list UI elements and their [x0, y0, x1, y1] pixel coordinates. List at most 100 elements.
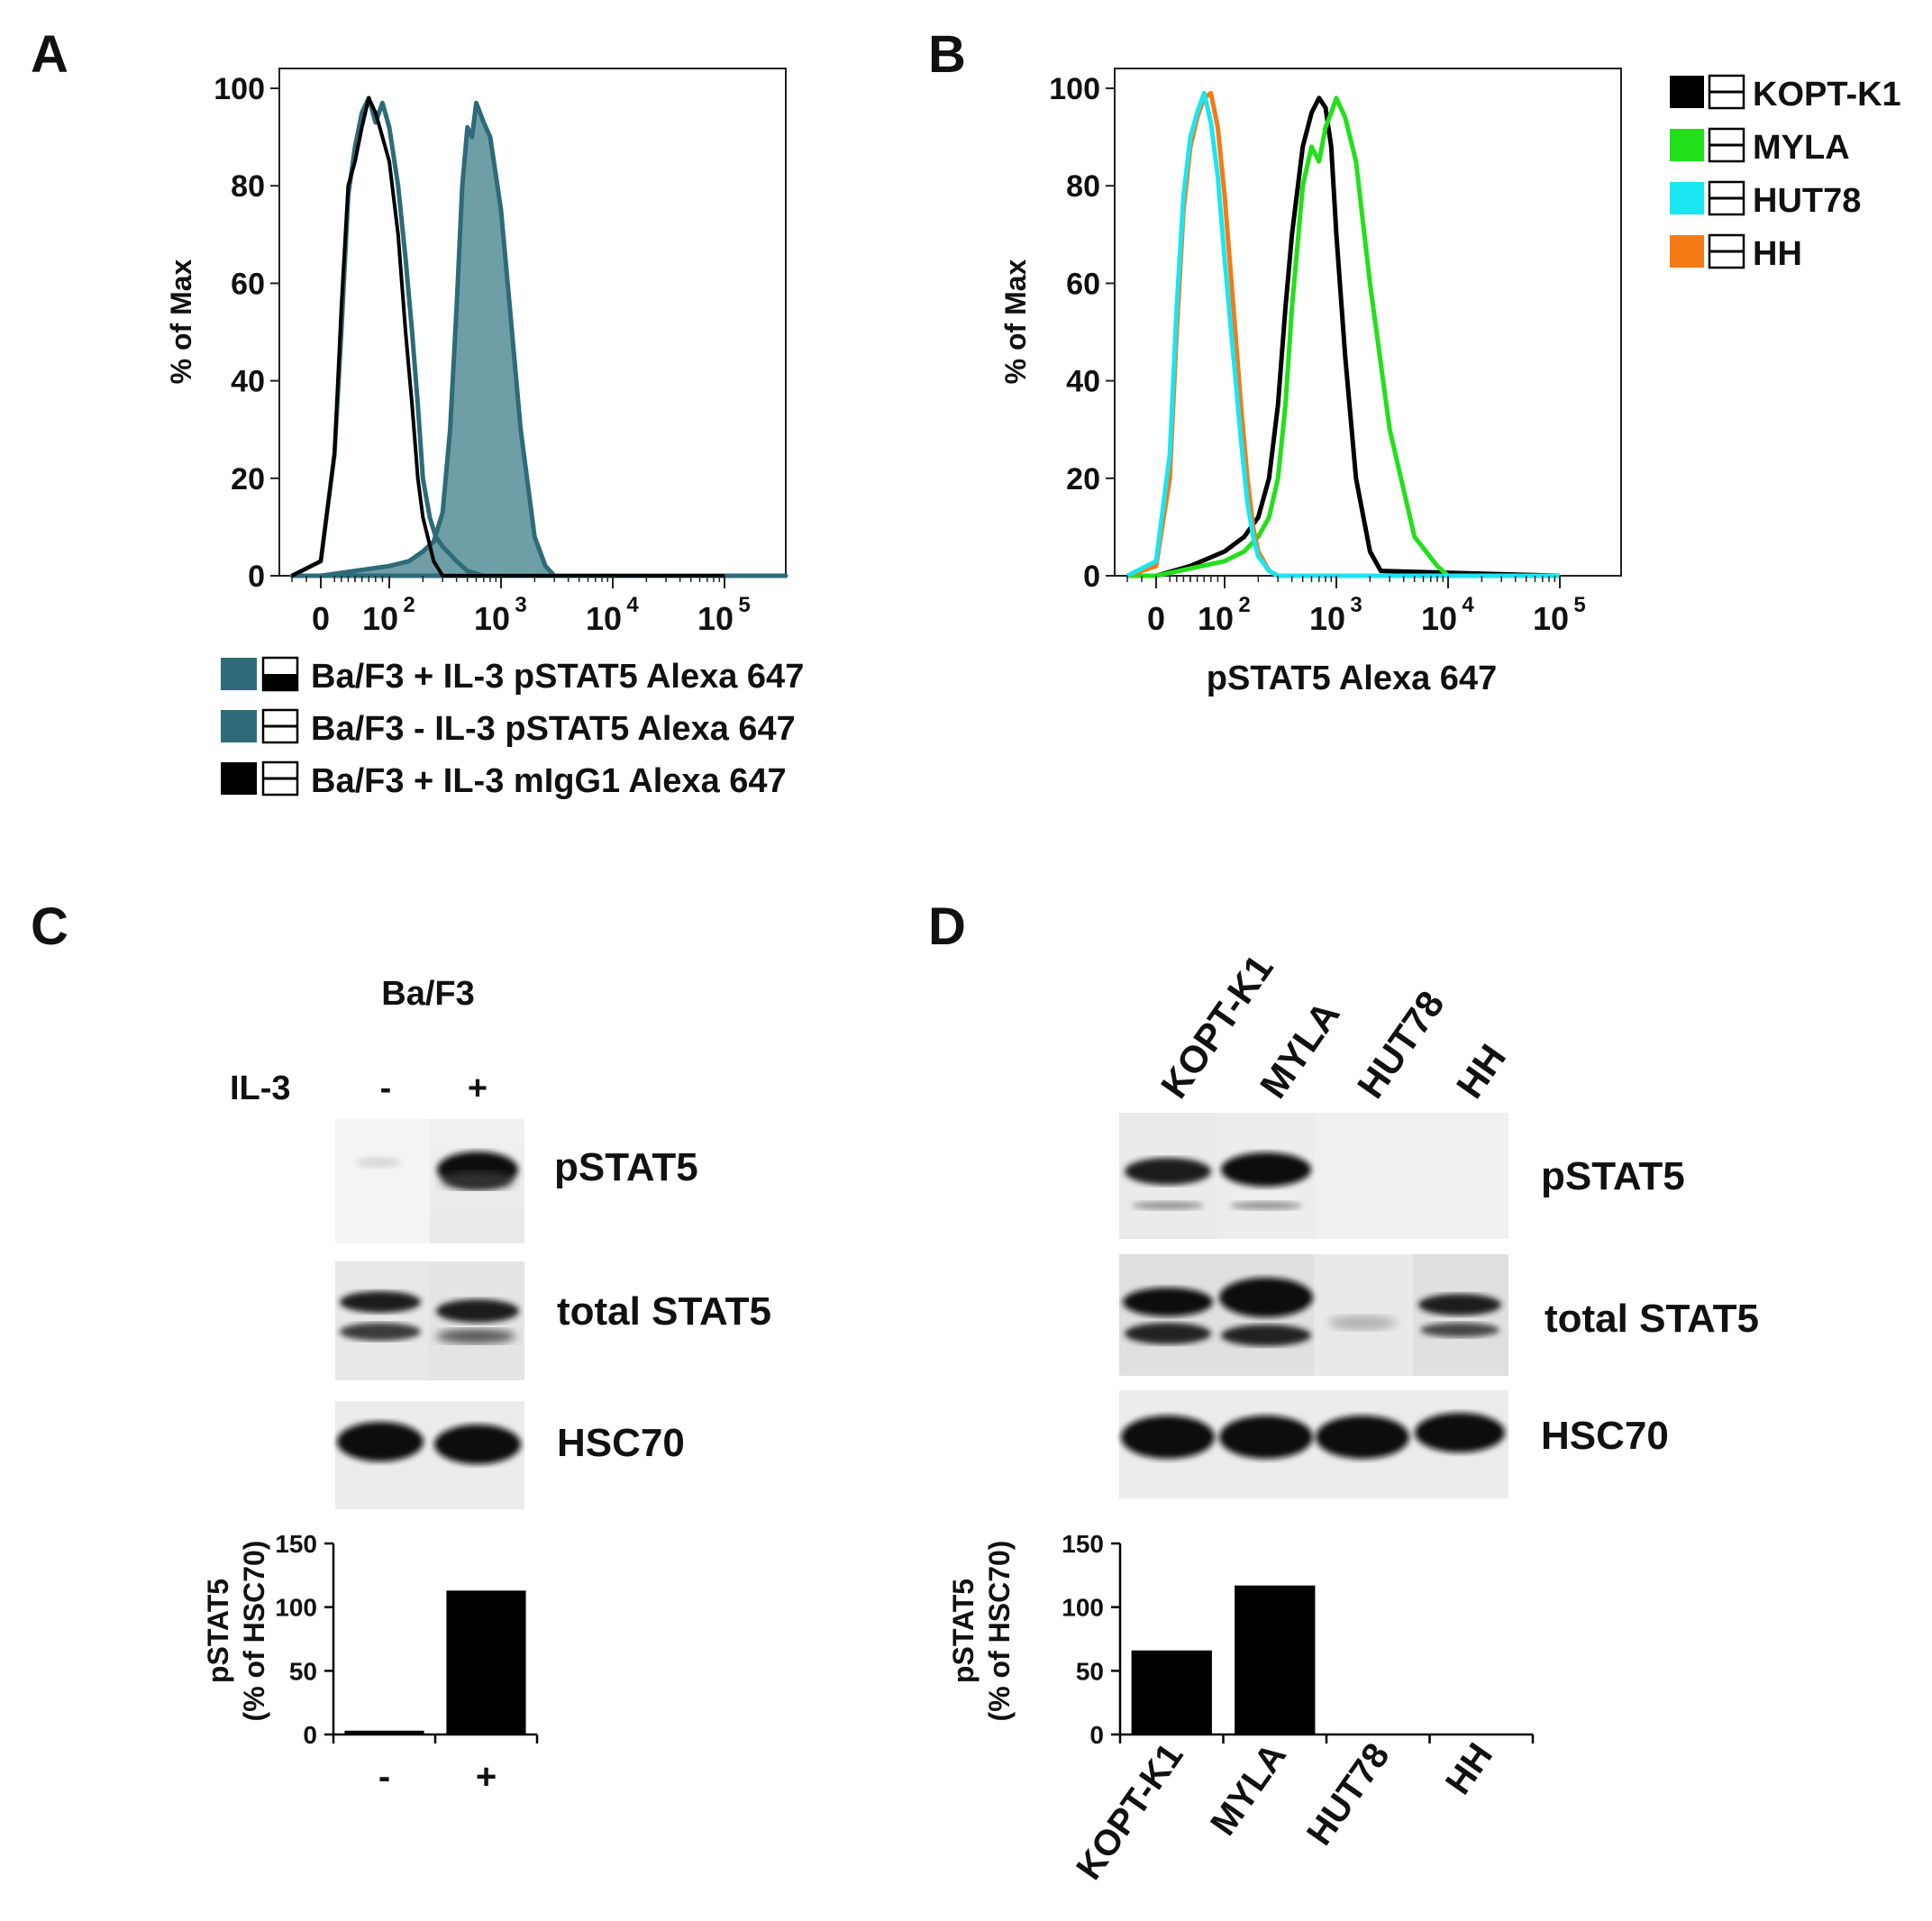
legend-a-item-0: Ba/F3 + IL-3 pSTAT5 Alexa 647	[221, 656, 804, 696]
legend-b-swatch-1	[1670, 129, 1704, 161]
blot-label-c-2: HSC70	[557, 1421, 685, 1465]
ytick-label-b-4: 80	[1066, 169, 1100, 204]
ytick-label-d-0: 0	[1089, 1721, 1104, 1749]
legend-a-item-2: Ba/F3 + IL-3 mIgG1 Alexa 647	[221, 760, 787, 800]
x-axis-a: 0 10 2 10 3 10 4 10 5	[291, 576, 751, 637]
series-b-hut78	[1125, 90, 1560, 578]
bar-c-1	[446, 1590, 526, 1734]
bars-d	[1131, 1585, 1316, 1734]
ylabel-b: % of Max	[999, 259, 1032, 384]
blot-label-d-0: pSTAT5	[1541, 1154, 1685, 1198]
legend-b-item-kopt-k1: KOPT-K1	[1670, 74, 1901, 114]
blot-c-hsc70	[335, 1401, 524, 1509]
ytick-label-a-0: 0	[248, 560, 265, 594]
xtick-exp-a-3: 4	[626, 593, 639, 617]
bar-label-d-3: HH	[1438, 1736, 1500, 1802]
xtick-exp-a-1: 2	[403, 593, 415, 617]
bar-c-0	[344, 1730, 424, 1734]
bar-chart-d: KOPT-K1 MYLA HUT78 HH 0 50 100 150 pSTAT5 (% of…	[947, 1530, 1535, 1887]
legend-a-item-1: Ba/F3 - IL-3 pSTAT5 Alexa 647	[221, 708, 796, 748]
xlabel-b: pSTAT5 Alexa 647	[1207, 660, 1497, 697]
panel-label-d: D	[928, 897, 966, 956]
ylabel-a: % of Max	[165, 259, 197, 384]
bar-label-c-1: +	[476, 1757, 497, 1797]
xtick-exp-a-2: 3	[515, 593, 526, 617]
ytick-label-b-2: 40	[1066, 365, 1100, 399]
blot-c-total-stat5	[335, 1261, 524, 1380]
series-a-il3-migg1	[291, 96, 724, 578]
lane-label-d-2: HUT78	[1349, 983, 1453, 1106]
legend-a-swatch-2	[221, 762, 257, 795]
blot-label-d-1: total STAT5	[1545, 1297, 1759, 1341]
ytick-label-b-0: 0	[1083, 560, 1100, 594]
lane-label-c-1: +	[468, 1070, 488, 1107]
xtick-exp-b-3: 4	[1462, 593, 1474, 617]
legend-b-label-2: HUT78	[1753, 182, 1861, 220]
blot-label-c-0: pSTAT5	[554, 1145, 698, 1189]
legend-b-item-myla: MYLA	[1670, 127, 1850, 167]
xtick-exp-b-2: 3	[1350, 593, 1362, 617]
xtick-exp-a-4: 5	[738, 593, 750, 617]
bar-label-d-2: HUT78	[1299, 1736, 1398, 1853]
bars-c	[344, 1590, 526, 1734]
legend-a-style-fill-0	[263, 674, 297, 690]
axes-c: - +0 50 100 150	[275, 1530, 539, 1797]
legend-a: Ba/F3 + IL-3 pSTAT5 Alexa 647 Ba/F3 - IL…	[221, 656, 804, 800]
xtick-exp-b-4: 5	[1573, 593, 1585, 617]
lane-label-d-1: MYLA	[1252, 994, 1348, 1106]
lane-label-d-3: HH	[1448, 1037, 1514, 1106]
xtick-label-a-1: 10	[362, 600, 398, 637]
ylabel-c-line-0: pSTAT5	[202, 1579, 234, 1683]
bar-chart-c: - +0 50 100 150 pSTAT5 (% of HSC70)	[202, 1530, 539, 1797]
bar-label-d-1: MYLA	[1203, 1736, 1294, 1843]
ytick-label-c-0: 0	[303, 1721, 317, 1749]
ytick-label-a-5: 100	[214, 72, 265, 106]
xtick-label-b-1: 10	[1198, 600, 1234, 637]
bar-label-d-0: KOPT-K1	[1069, 1736, 1190, 1887]
bar-d-1	[1235, 1585, 1316, 1734]
xtick-label-b-2: 10	[1309, 600, 1345, 637]
series-a-ilp3-pstat5-filled	[289, 100, 788, 578]
blot-d-total-stat5	[1119, 1254, 1508, 1376]
blot-d-pstat5	[1119, 1113, 1508, 1239]
legend-b-item-hut78: HUT78	[1670, 180, 1861, 220]
bar-label-c-0: -	[378, 1757, 390, 1797]
ytick-label-a-2: 40	[231, 365, 265, 399]
lane-label-c-0: -	[380, 1070, 392, 1107]
xtick-label-a-3: 10	[586, 600, 622, 637]
ylabel-d-line-1: (% of HSC70)	[983, 1541, 1016, 1722]
legend-a-label-0: Ba/F3 + IL-3 pSTAT5 Alexa 647	[311, 658, 804, 696]
blot-d-hsc70	[1119, 1390, 1508, 1498]
legend-a-label-2: Ba/F3 + IL-3 mIgG1 Alexa 647	[311, 762, 787, 800]
xtick-label-a-4: 10	[697, 600, 734, 637]
xtick-exp-b-1: 2	[1238, 593, 1250, 617]
legend-b-label-0: KOPT-K1	[1753, 76, 1901, 114]
x-axis-b: 0 10 2 10 3 10 4 10 5	[1126, 576, 1586, 637]
series-b-kopt-k1	[1127, 96, 1561, 578]
panel-label-b: B	[928, 25, 966, 84]
ytick-label-c-2: 100	[275, 1594, 317, 1622]
legend-b-label-1: MYLA	[1753, 129, 1850, 167]
cell-line-label-c: Ba/F3	[381, 975, 474, 1013]
legend-a-swatch-1	[221, 710, 257, 742]
bar-d-0	[1131, 1650, 1212, 1734]
blot-label-c-1: total STAT5	[557, 1289, 771, 1334]
xtick-label-a-2: 10	[474, 600, 510, 637]
ytick-label-d-2: 100	[1062, 1594, 1104, 1622]
xtick-label-a-0: 0	[312, 600, 330, 637]
ytick-label-b-3: 60	[1066, 267, 1100, 301]
ytick-label-a-3: 60	[231, 267, 265, 301]
blot-label-d-2: HSC70	[1541, 1414, 1669, 1458]
ytick-label-b-5: 100	[1049, 72, 1100, 106]
blot-c-pstat5	[335, 1119, 524, 1243]
legend-b-label-3: HH	[1753, 235, 1802, 273]
ytick-label-d-1: 50	[1076, 1657, 1104, 1685]
legend-b-swatch-2	[1670, 182, 1704, 214]
legend-a-label-1: Ba/F3 - IL-3 pSTAT5 Alexa 647	[311, 710, 796, 748]
ytick-label-a-1: 20	[231, 462, 265, 496]
